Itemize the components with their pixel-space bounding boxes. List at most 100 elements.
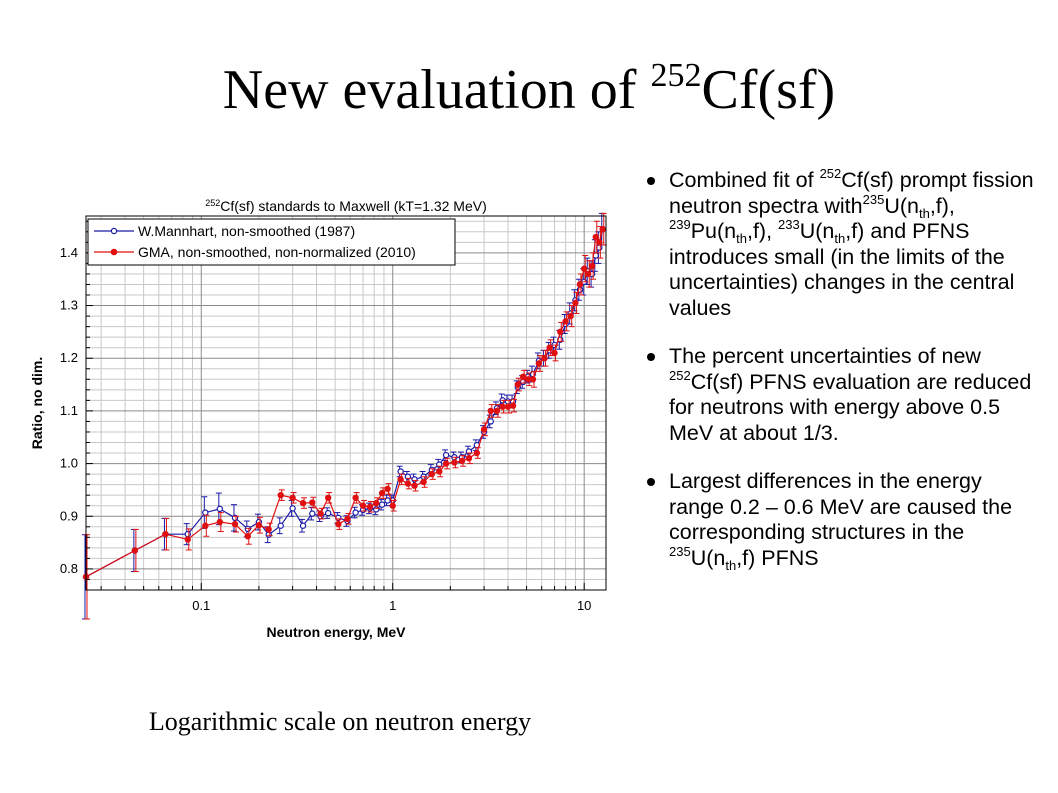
- data-point: [458, 457, 466, 465]
- data-point: [487, 407, 494, 415]
- data-point: [596, 239, 603, 246]
- bullet-text: U(n: [690, 545, 726, 570]
- data-point: [397, 468, 404, 475]
- data-point: [216, 518, 224, 526]
- data-point: [480, 426, 488, 433]
- bullet-sub: th: [834, 231, 846, 246]
- bullet-sup: 235: [862, 191, 885, 207]
- data-point: [265, 531, 272, 538]
- bullet-text: Combined fit of: [669, 168, 820, 192]
- bullet-text: U(n: [884, 193, 919, 218]
- data-point: [335, 520, 342, 528]
- data-point: [373, 506, 380, 513]
- data-point: [397, 476, 404, 483]
- data-point: [551, 349, 558, 357]
- legend-label: GMA, non-smoothed, non-normalized (2010): [138, 244, 416, 260]
- data-point: [514, 381, 521, 388]
- data-point: [567, 312, 574, 320]
- bullet-item: Largest differences in the energy range …: [646, 469, 1041, 573]
- data-point: [184, 536, 191, 543]
- y-axis-label: Ratio, no dim.: [29, 357, 45, 450]
- data-point: [216, 505, 224, 513]
- data-point: [585, 270, 592, 278]
- bullet-sup: 252: [819, 166, 842, 181]
- legend-entry: GMA, non-smoothed, non-normalized (2010): [94, 244, 416, 260]
- x-tick-label: 10: [577, 598, 591, 613]
- data-point: [184, 530, 191, 538]
- plot-frame: [85, 215, 607, 591]
- chart-title-main: Cf(sf) standards to Maxwell (kT=1.32 MeV…: [220, 198, 486, 214]
- data-point: [411, 482, 418, 489]
- data-point: [442, 451, 450, 459]
- data-point: [473, 449, 481, 457]
- axis-ticks: 0.1 1 10 0.8 0.9 1.0 1.1 1.2 1.3 1.4: [60, 220, 591, 613]
- data-point: [299, 499, 307, 507]
- data-point: [509, 402, 517, 409]
- data-point: [289, 494, 296, 502]
- chart-caption: Logarithmic scale on neutron energy: [148, 707, 532, 736]
- bullet-item: The percent uncertainties of new 252Cf(s…: [646, 344, 1041, 446]
- data-point: [541, 355, 548, 362]
- data-point: [529, 376, 537, 383]
- data-point: [277, 491, 284, 499]
- y-tick-label: 1.4: [60, 245, 78, 260]
- bullet-sub: th: [736, 231, 747, 246]
- data-point: [420, 478, 427, 486]
- slide-title-prefix: New evaluation of: [222, 59, 651, 121]
- legend-marker-icon: [110, 248, 118, 256]
- data-point: [499, 403, 506, 410]
- bullet-item: Combined fit of 252Cf(sf) prompt fission…: [646, 166, 1041, 321]
- bullet-dot-icon: [647, 478, 655, 486]
- data-point: [299, 522, 307, 529]
- data-point: [599, 225, 606, 233]
- data-point: [580, 265, 588, 272]
- y-tick-label: 0.9: [60, 508, 78, 523]
- bullet-text: Largest differences in the energy range …: [669, 469, 1013, 544]
- data-point: [324, 509, 332, 517]
- data-point: [244, 533, 252, 540]
- bullet-sup: 239: [669, 217, 691, 232]
- slide-title: New evaluation of 252Cf(sf): [0, 55, 1058, 125]
- bullet-text: Cf(sf) prompt fission neutron spectra wi…: [669, 168, 1034, 218]
- data-point: [436, 468, 443, 475]
- data-point: [428, 470, 436, 478]
- data-point: [504, 403, 512, 410]
- y-tick-label: 1.0: [60, 456, 78, 471]
- data-point: [244, 525, 252, 533]
- x-tick-label: 1: [389, 598, 396, 613]
- data-point: [378, 489, 386, 497]
- data-point: [546, 344, 553, 351]
- data-point: [231, 520, 239, 528]
- data-point: [487, 418, 494, 425]
- bullet-dot-icon: [647, 177, 655, 185]
- legend-entry: W.Mannhart, non-smoothed (1987): [94, 223, 355, 239]
- y-tick-label: 1.1: [60, 403, 78, 418]
- data-point: [562, 318, 569, 325]
- series-2: [82, 212, 607, 620]
- y-tick-label: 0.8: [60, 561, 78, 576]
- data-point: [572, 299, 579, 307]
- bullet-sub: th: [918, 205, 930, 221]
- data-point: [404, 480, 412, 487]
- bullet-text: Pu(n: [690, 219, 737, 243]
- data-point: [344, 515, 351, 523]
- data-point: [576, 281, 584, 288]
- bullet-sub: th: [725, 557, 737, 573]
- legend-label: W.Mannhart, non-smoothed (1987): [138, 223, 355, 239]
- data-point: [202, 509, 209, 516]
- legend-box: [87, 218, 456, 266]
- bullet-text: The percent uncertainties of new: [669, 344, 981, 368]
- bullet-text: Cf(sf) PFNS evaluation are reduced for n…: [669, 369, 1032, 445]
- data-point: [265, 526, 272, 533]
- bullet-text: ,f),: [746, 219, 779, 243]
- bullet-sup: 233: [778, 217, 800, 232]
- data-point: [557, 328, 564, 336]
- chart-title: 252Cf(sf) standards to Maxwell (kT=1.32 …: [205, 198, 487, 214]
- data-point: [324, 494, 332, 502]
- data-point: [317, 510, 324, 517]
- plot-background: [86, 216, 606, 590]
- data-point: [352, 494, 359, 502]
- y-tick-label: 1.2: [60, 350, 78, 365]
- x-tick-label: 0.1: [192, 598, 210, 613]
